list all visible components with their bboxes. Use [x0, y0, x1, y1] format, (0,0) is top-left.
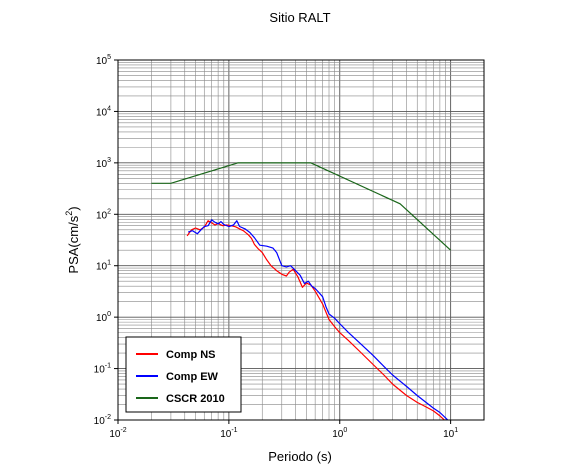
x-tick-base: 10	[220, 429, 232, 440]
legend-label: Comp EW	[166, 371, 219, 383]
legend-box	[125, 336, 242, 413]
y-tick-base: 10	[96, 159, 108, 170]
x-tick-exponent: -2	[120, 427, 126, 434]
x-tick-label: 101	[443, 427, 458, 440]
y-tick-label: 101	[96, 260, 111, 273]
plot-frame	[117, 59, 485, 421]
y-axis-label: PSA(cm/s2)	[64, 206, 81, 273]
y-tick-base: 10	[96, 107, 108, 118]
x-tick-exponent: 0	[343, 427, 347, 434]
y-tick-base: 10	[96, 313, 108, 324]
legend: Comp NS Comp EW CSCR 2010	[125, 336, 242, 413]
series-lines	[151, 162, 452, 420]
x-tick-labels: 10-2 10-1 100 101	[109, 420, 458, 440]
y-tick-exponent: 2	[107, 208, 111, 215]
legend-label: Comp NS	[166, 349, 216, 361]
x-tick-base: 10	[109, 429, 121, 440]
y-tick-exponent: 3	[107, 157, 111, 164]
y-tick-exponent: -2	[105, 414, 111, 421]
x-tick-label: 10-2	[109, 427, 126, 440]
y-tick-base: 10	[96, 262, 108, 273]
y-tick-exponent: 0	[107, 311, 111, 318]
y-axis-label-exponent: 2	[64, 211, 74, 216]
plot-area	[151, 162, 452, 420]
y-tick-exponent: 4	[107, 105, 111, 112]
y-tick-exponent: -1	[105, 363, 111, 370]
y-tick-label: 103	[96, 157, 111, 170]
y-tick-exponent: 1	[107, 260, 111, 267]
y-tick-base: 10	[96, 56, 108, 67]
x-axis-label: Periodo (s)	[268, 449, 332, 464]
y-tick-base: 10	[94, 416, 106, 427]
x-tick-exponent: 1	[454, 427, 458, 434]
x-tick-label: 10-1	[220, 427, 237, 440]
y-tick-base: 10	[94, 365, 106, 376]
y-tick-label: 10-2	[94, 414, 111, 427]
x-tick-base: 10	[443, 429, 455, 440]
series-line-2	[188, 219, 449, 420]
x-tick-base: 10	[332, 429, 344, 440]
y-tick-label: 100	[96, 311, 111, 324]
y-axis-label-close: )	[66, 206, 81, 210]
series-line-3	[151, 162, 452, 251]
legend-label: CSCR 2010	[166, 393, 225, 405]
y-tick-exponent: 5	[107, 54, 111, 61]
y-tick-label: 102	[96, 208, 111, 221]
y-axis-label-base: PSA(cm/s	[66, 215, 81, 273]
y-tick-label: 10-1	[94, 363, 111, 376]
x-tick-exponent: -1	[231, 427, 237, 434]
chart-title: Sitio RALT	[269, 10, 330, 25]
y-tick-base: 10	[96, 210, 108, 221]
x-tick-label: 100	[332, 427, 347, 440]
y-tick-label: 104	[96, 105, 111, 118]
y-tick-label: 105	[96, 54, 111, 67]
